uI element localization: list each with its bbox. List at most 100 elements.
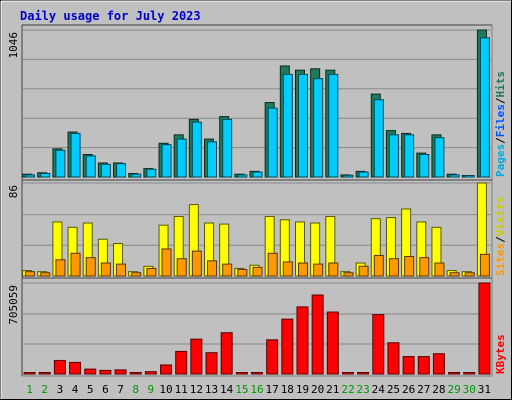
- bar-kbytes-day-15: [235, 372, 248, 375]
- bar-sites-day-19: [297, 262, 308, 277]
- x-tick-label-day-13: 13: [205, 383, 218, 396]
- bar-kbytes-day-30: [463, 372, 476, 375]
- bar-files-day-9: [146, 168, 157, 178]
- legend: KBytes: [494, 334, 507, 374]
- panel-kbytes: 705059 KBytes: [7, 277, 507, 377]
- bar-kbytes-day-20: [311, 294, 324, 375]
- bar-sites-day-10: [161, 248, 172, 277]
- legend: Pages/Files/Hits: [494, 71, 507, 177]
- legend: Sites/Visits: [494, 197, 507, 277]
- bar-sites-day-17: [267, 252, 278, 277]
- bar-kbytes-day-19: [296, 306, 309, 375]
- bar-sites-day-1: [25, 271, 36, 277]
- bar-files-day-23: [358, 171, 369, 178]
- x-tick-label-day-16: 16: [250, 383, 263, 396]
- bar-kbytes-day-18: [281, 318, 294, 375]
- bar-kbytes-day-6: [99, 369, 112, 375]
- bar-sites-day-28: [434, 262, 445, 277]
- bars: [22, 182, 490, 277]
- x-axis-labels: 1 2 3 4 5 6 7 8 9 10 11 12 13 14 15 16 17 18 19 20 21 22 23 24 2…: [26, 383, 491, 396]
- chart-panels: 1046Pages/Files/Hits86Sites/Visits705059…: [7, 24, 507, 377]
- bar-files-day-15: [237, 174, 248, 178]
- x-tick-label-day-14: 14: [220, 383, 234, 396]
- bar-files-day-3: [55, 149, 66, 178]
- bar-files-day-28: [434, 137, 445, 178]
- x-tick-label-day-30: 30: [463, 383, 476, 396]
- bar-sites-day-5: [85, 257, 96, 277]
- x-tick-label-day-15: 15: [235, 383, 248, 396]
- x-tick-label-day-21: 21: [326, 383, 339, 396]
- bar-sites-day-22: [343, 272, 354, 277]
- bar-sites-day-30: [464, 272, 475, 277]
- x-tick-label-day-1: 1: [26, 383, 33, 396]
- bar-sites-day-24: [373, 254, 384, 277]
- bar-files-day-7: [116, 163, 127, 178]
- bar-kbytes-day-31: [478, 282, 491, 375]
- legend-item: Hits: [494, 71, 507, 98]
- bar-files-day-13: [207, 141, 218, 178]
- bar-sites-day-21: [328, 262, 339, 277]
- bar-sites-day-29: [449, 272, 460, 277]
- bar-sites-day-3: [55, 259, 66, 277]
- x-tick-label-day-20: 20: [311, 383, 324, 396]
- bar-sites-day-20: [313, 263, 324, 277]
- bar-sites-day-16: [252, 266, 263, 277]
- x-tick-label-day-24: 24: [372, 383, 386, 396]
- bar-files-day-20: [313, 78, 324, 178]
- bar-kbytes-day-12: [190, 338, 203, 375]
- bar-sites-day-12: [191, 250, 202, 277]
- x-tick-label-day-12: 12: [190, 383, 203, 396]
- bar-files-day-29: [449, 174, 460, 178]
- bar-files-day-25: [388, 134, 399, 178]
- bar-kbytes-day-29: [448, 372, 461, 375]
- bar-sites-day-23: [358, 265, 369, 277]
- bar-sites-day-18: [282, 261, 293, 277]
- bar-kbytes-day-1: [23, 372, 36, 375]
- bar-sites-day-27: [419, 257, 430, 277]
- legend-item: Visits: [494, 197, 507, 237]
- bar-sites-day-8: [131, 272, 142, 277]
- x-tick-label-day-19: 19: [296, 383, 309, 396]
- bar-sites-day-14: [222, 263, 233, 277]
- x-tick-label-day-17: 17: [266, 383, 279, 396]
- bar-files-day-24: [373, 99, 384, 178]
- x-tick-label-day-6: 6: [102, 383, 109, 396]
- bar-kbytes-day-17: [266, 339, 279, 375]
- x-tick-label-day-18: 18: [281, 383, 294, 396]
- bar-sites-day-25: [388, 258, 399, 277]
- x-tick-label-day-3: 3: [57, 383, 64, 396]
- bar-kbytes-day-22: [341, 372, 354, 375]
- x-tick-label-day-31: 31: [478, 383, 491, 396]
- bar-kbytes-day-2: [38, 372, 51, 375]
- x-tick-label-day-28: 28: [432, 383, 445, 396]
- bar-kbytes-day-7: [114, 369, 127, 375]
- x-tick-label-day-29: 29: [447, 383, 460, 396]
- bar-kbytes-day-8: [129, 372, 142, 375]
- bar-sites-day-13: [207, 260, 218, 277]
- bar-files-day-31: [479, 37, 490, 178]
- bar-kbytes-day-28: [432, 353, 445, 375]
- legend-item: Files: [494, 104, 507, 137]
- bar-kbytes-day-16: [251, 372, 263, 375]
- bar-kbytes-day-24: [372, 314, 385, 375]
- bar-kbytes-day-13: [205, 352, 218, 375]
- x-tick-label-day-5: 5: [87, 383, 94, 396]
- x-tick-label-day-23: 23: [357, 383, 370, 396]
- x-tick-label-day-4: 4: [72, 383, 79, 396]
- bar-kbytes-day-5: [84, 368, 97, 375]
- x-tick-label-day-27: 27: [417, 383, 430, 396]
- bar-sites-day-4: [70, 252, 81, 277]
- bar-files-day-12: [191, 121, 202, 178]
- bar-files-day-19: [297, 73, 308, 178]
- legend-item: /: [494, 236, 507, 243]
- bar-sites-day-31: [479, 253, 490, 277]
- x-tick-label-day-8: 8: [132, 383, 139, 396]
- bar-sites-day-2: [40, 272, 51, 277]
- bars: [22, 29, 490, 178]
- bar-kbytes-day-14: [220, 332, 233, 375]
- bar-kbytes-day-11: [175, 350, 188, 375]
- bar-kbytes-day-21: [326, 311, 339, 375]
- bar-kbytes-day-4: [69, 361, 82, 375]
- bar-files-day-17: [267, 107, 278, 178]
